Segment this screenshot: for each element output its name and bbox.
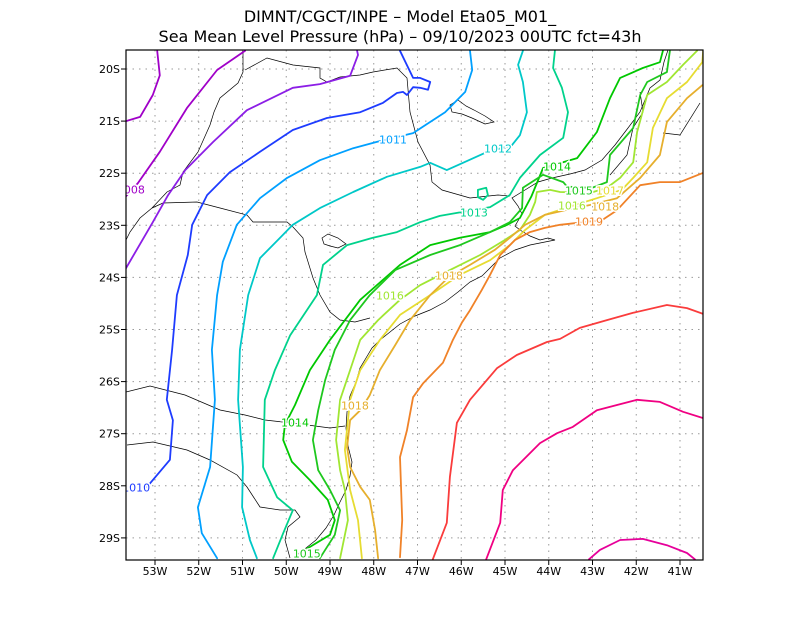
contour-1008 [126,50,246,197]
contour-label-1017: 1017 [596,184,624,197]
x-tick-label: 46W [449,565,474,578]
map-boundaries [126,50,701,559]
x-axis: 53W 52W 51W 50W 49W 48W 47W 46W 45W 44W 43W 42W 41W [143,560,693,578]
contour-1011 [197,50,474,560]
lake [321,233,347,249]
x-tick-label: 47W [405,565,430,578]
y-tick-label: 25S [99,324,120,337]
contour-1021 [485,398,703,560]
contour-1018 [346,84,703,560]
y-tick-label: 21S [99,115,120,128]
lake [449,99,495,125]
contour-label-1016: 1016 [376,290,404,303]
y-tick-label: 24S [99,271,120,284]
contour-1014 [282,50,664,554]
contour-label-1013: 1013 [460,206,488,219]
x-tick-label: 53W [143,565,168,578]
x-tick-label: 45W [493,565,518,578]
contour-1020 [431,304,703,560]
state-border [151,201,371,323]
x-tick-label: 41W [668,565,693,578]
x-tick-label: 44W [536,565,561,578]
x-tick-label: 43W [580,565,605,578]
x-tick-label: 51W [230,565,255,578]
state-border [126,51,244,241]
contour-1007 [126,50,161,122]
y-tick-label: 29S [99,532,120,545]
state-border [126,441,301,559]
contour-label-1018: 1018 [591,200,619,213]
contour-label-1019: 1019 [575,216,603,229]
x-tick-label: 50W [274,565,299,578]
chart-title: DIMNT/CGCT/INPE – Model Eta05_M01_ [244,7,557,27]
chart-subtitle: Sea Mean Level Pressure (hPa) – 09/10/20… [159,27,642,46]
y-tick-label: 23S [99,219,120,232]
contour-1017 [344,50,703,560]
contour-label-1008: 1008 [117,183,145,196]
y-tick-label: 20S [99,63,120,76]
state-border [244,57,511,199]
contour-labels: 1008 1010 1011 1012 1013 1014 1014 1015 1015 1016… [117,132,626,561]
plot-frame [125,49,704,561]
x-tick-label: 42W [624,565,649,578]
coastline [295,50,669,557]
contour-1022 [588,538,696,560]
contour-label-1010: 1010 [122,481,150,494]
contour-1016 [335,50,698,560]
contour-1009 [126,50,359,269]
contour-1012 [237,50,528,560]
contour-1019 [399,172,703,559]
contour-1013 [477,186,489,201]
contour-label-1016: 1016 [558,200,586,213]
contour-1015 [312,50,671,560]
state-border [126,385,346,429]
contour-1010 [146,50,432,488]
x-tick-label: 48W [361,565,386,578]
y-tick-label: 26S [99,376,120,389]
contour-label-1012: 1012 [484,143,512,156]
x-tick-label: 49W [318,565,343,578]
contour-label-1018: 1018 [435,269,463,282]
contour-label-1018: 1018 [341,400,369,413]
x-tick-label: 52W [186,565,211,578]
y-tick-label: 28S [99,480,120,493]
contour-1013 [262,50,569,560]
contour-label-1014: 1014 [281,416,309,429]
y-tick-label: 22S [99,167,120,180]
contour-lines [126,50,703,560]
y-axis: 20S 21S 22S 23S 24S 25S 26S 27S 28S 29S [99,63,126,545]
y-tick-label: 27S [99,428,120,441]
contour-label-1011: 1011 [379,133,407,146]
contour-label-1015: 1015 [293,548,321,561]
contour-label-1015: 1015 [565,184,593,197]
contour-label-1014: 1014 [543,160,571,173]
